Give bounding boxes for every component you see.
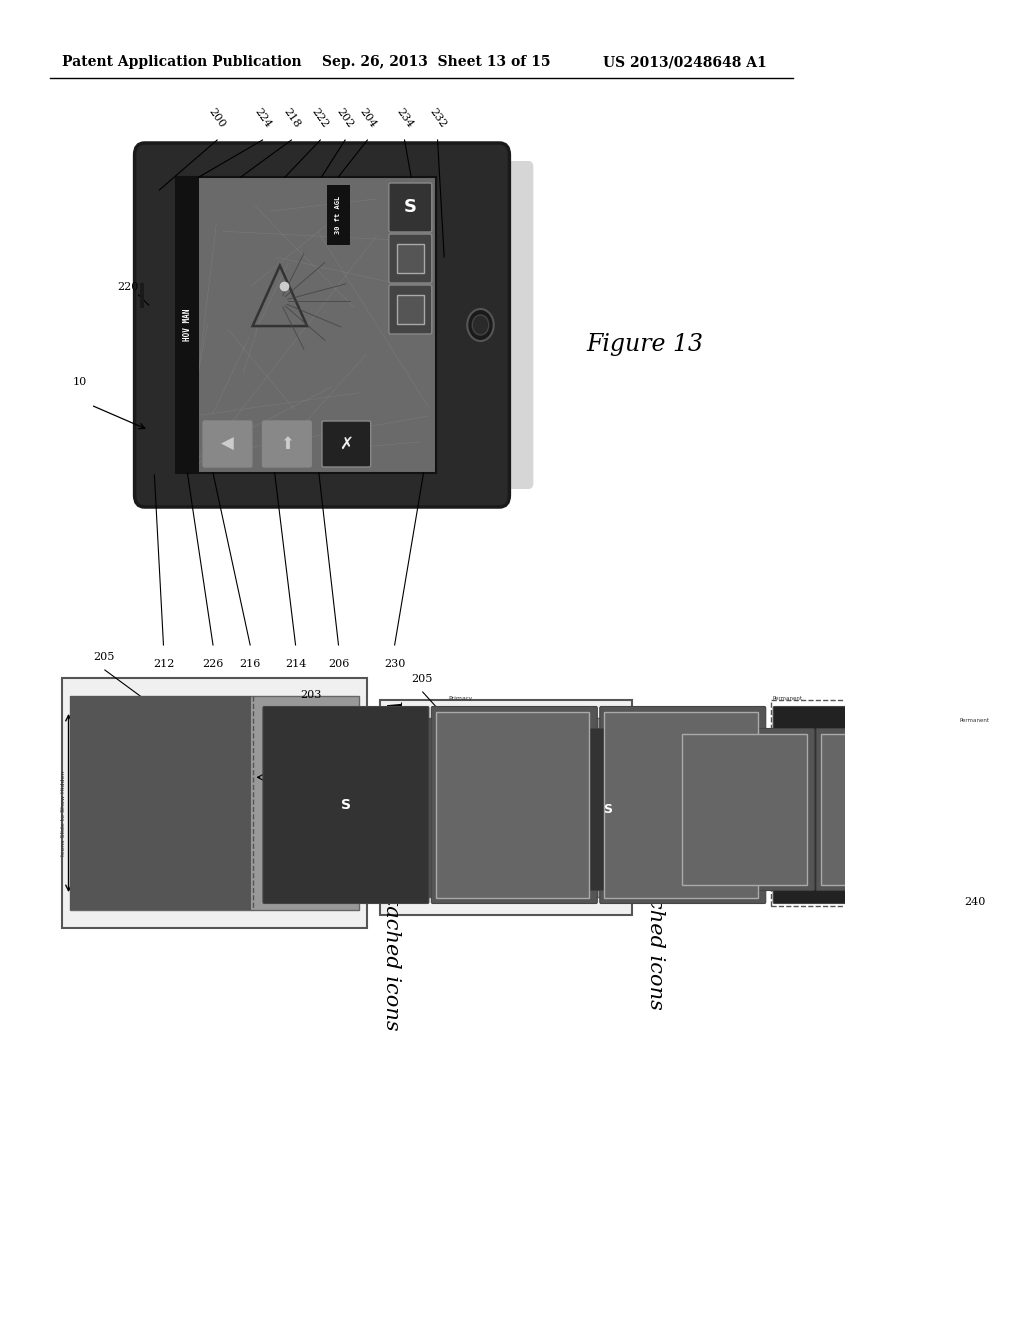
Text: 203: 203 — [300, 690, 322, 700]
Text: Figure 13A: Figure 13A — [382, 731, 401, 850]
Text: 230: 230 — [384, 659, 406, 669]
Circle shape — [472, 315, 488, 335]
Text: 200: 200 — [207, 107, 227, 129]
Text: 204: 204 — [357, 107, 378, 129]
Text: 234: 234 — [394, 107, 415, 129]
Bar — [388, 718, 624, 898]
Text: 232: 232 — [427, 107, 447, 129]
Bar — [957, 722, 1024, 894]
Text: S: S — [603, 803, 611, 816]
Bar — [388, 718, 531, 898]
Bar — [176, 177, 436, 473]
Text: 212: 212 — [153, 659, 174, 669]
Text: 240: 240 — [965, 898, 986, 907]
Text: 10: 10 — [73, 378, 87, 387]
Text: ✗: ✗ — [849, 796, 863, 814]
FancyBboxPatch shape — [322, 421, 371, 467]
Bar — [436, 711, 590, 898]
Text: S: S — [403, 198, 417, 216]
Text: Permanent: Permanent — [773, 696, 803, 701]
Text: 203: 203 — [560, 708, 582, 717]
Bar — [61, 678, 368, 928]
Bar — [71, 696, 359, 909]
Text: 222: 222 — [310, 107, 331, 129]
Text: ⬆: ⬆ — [280, 436, 294, 453]
FancyBboxPatch shape — [389, 183, 432, 232]
Bar — [327, 185, 350, 246]
FancyBboxPatch shape — [678, 729, 814, 891]
FancyBboxPatch shape — [262, 421, 311, 467]
Text: US 2013/0248648 A1: US 2013/0248648 A1 — [603, 55, 766, 69]
Circle shape — [467, 309, 494, 341]
Text: Sep. 26, 2013  Sheet 13 of 15: Sep. 26, 2013 Sheet 13 of 15 — [322, 55, 551, 69]
FancyBboxPatch shape — [203, 421, 252, 467]
Text: Hidden: Hidden — [264, 774, 292, 781]
Text: 242: 242 — [538, 767, 559, 777]
Text: 205: 205 — [93, 652, 115, 663]
Bar — [71, 696, 251, 909]
FancyBboxPatch shape — [959, 729, 1024, 891]
Text: 216: 216 — [240, 659, 261, 669]
FancyBboxPatch shape — [431, 706, 597, 903]
Text: Primary: Primary — [449, 696, 472, 701]
Text: 214: 214 — [285, 659, 306, 669]
Text: ✗: ✗ — [1021, 800, 1024, 818]
Text: ◀: ◀ — [221, 436, 233, 453]
Bar — [771, 700, 943, 906]
Text: 202: 202 — [335, 107, 355, 129]
Bar — [397, 294, 424, 323]
Bar — [397, 244, 424, 273]
Text: 220: 220 — [117, 282, 138, 292]
Text: S: S — [341, 799, 351, 812]
Text: ✗: ✗ — [339, 436, 353, 453]
Text: Figure 13B: Figure 13B — [646, 731, 666, 850]
Bar — [139, 282, 144, 308]
Text: Permanent: Permanent — [959, 718, 989, 723]
FancyBboxPatch shape — [816, 729, 953, 891]
Text: When no load is attached icons: When no load is attached icons — [382, 700, 401, 1031]
Bar — [176, 177, 199, 473]
Text: When load is attached icons: When load is attached icons — [646, 713, 666, 1010]
Bar — [820, 734, 945, 884]
Text: 205: 205 — [412, 675, 432, 684]
Bar — [682, 734, 807, 884]
Text: Figure 13: Figure 13 — [586, 334, 703, 356]
Text: 30 ft AGL: 30 ft AGL — [335, 195, 341, 234]
Text: 226: 226 — [203, 659, 223, 669]
FancyBboxPatch shape — [389, 234, 432, 282]
Text: Patent Application Publication: Patent Application Publication — [61, 55, 301, 69]
Text: 206: 206 — [328, 659, 349, 669]
FancyBboxPatch shape — [539, 729, 676, 891]
FancyBboxPatch shape — [773, 706, 939, 903]
Text: HOV MAN: HOV MAN — [183, 309, 191, 341]
Text: 218: 218 — [282, 107, 302, 129]
Bar — [380, 700, 632, 915]
FancyBboxPatch shape — [490, 161, 534, 488]
FancyBboxPatch shape — [263, 706, 429, 903]
FancyBboxPatch shape — [600, 706, 766, 903]
Text: Icons Slide to Show Hidden: Icons Slide to Show Hidden — [61, 771, 67, 857]
Text: 224: 224 — [252, 107, 272, 129]
Bar — [604, 711, 758, 898]
FancyBboxPatch shape — [389, 285, 432, 334]
FancyBboxPatch shape — [134, 143, 509, 507]
